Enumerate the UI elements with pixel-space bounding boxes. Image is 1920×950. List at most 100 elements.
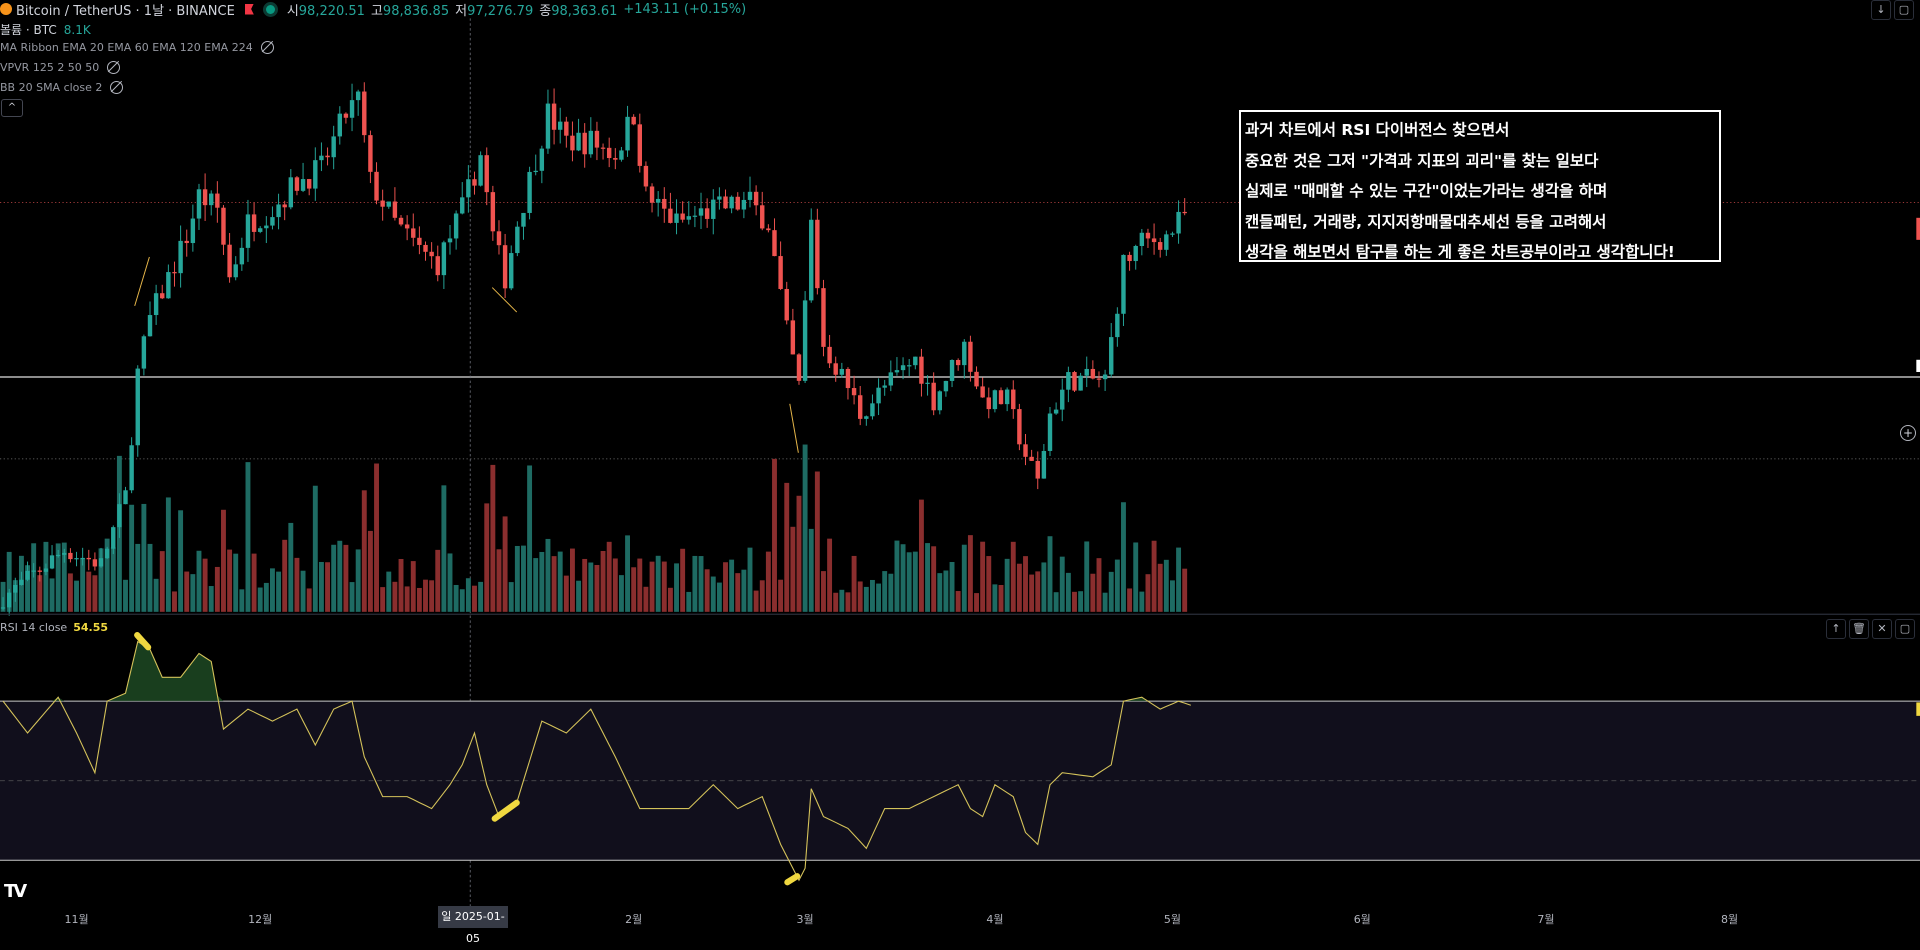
price-marker-white xyxy=(1916,359,1920,372)
candle-body xyxy=(760,205,765,229)
collapse-pane-icon[interactable]: ✕ xyxy=(1872,619,1892,639)
flag-icon[interactable] xyxy=(244,3,254,15)
volume-bar xyxy=(294,557,300,612)
low-label: 저 xyxy=(455,3,468,19)
candle-body xyxy=(662,198,667,209)
candle-body xyxy=(955,360,961,366)
candle-body xyxy=(551,103,557,130)
candle-body xyxy=(772,230,777,257)
volume-bar xyxy=(98,548,104,612)
volume-bar xyxy=(894,540,900,612)
candle-body xyxy=(92,559,98,567)
candle-body xyxy=(527,171,532,213)
candle-body xyxy=(147,315,153,337)
volume-bar xyxy=(1065,572,1071,612)
candle-body xyxy=(680,213,685,220)
volume-bar xyxy=(918,499,924,612)
volume-bar xyxy=(1016,563,1022,612)
trash-icon[interactable]: 🗑 xyxy=(1849,619,1869,639)
candle-body xyxy=(172,272,177,274)
candle-body xyxy=(496,231,502,246)
candle-body xyxy=(649,186,655,203)
volume-bar xyxy=(967,535,973,612)
volume-bar xyxy=(459,589,465,612)
volume-bar xyxy=(484,503,490,612)
move-up-icon[interactable]: ↑ xyxy=(1826,619,1846,639)
candle-body xyxy=(6,592,12,608)
collapse-indicators-button[interactable]: ^ xyxy=(1,99,23,117)
indicator-vpvr[interactable]: VPVR 125 2 50 50 xyxy=(0,61,121,74)
scroll-down-icon[interactable]: ↓ xyxy=(1871,0,1891,20)
volume-bar xyxy=(980,541,986,612)
volume-bar xyxy=(1133,542,1139,612)
volume-bar xyxy=(961,544,967,612)
volume-bar xyxy=(80,558,86,612)
candle-body xyxy=(968,341,973,372)
candle-body xyxy=(778,256,783,289)
candle-body xyxy=(1127,254,1132,262)
volume-bar xyxy=(618,575,624,612)
volume-bar xyxy=(478,581,484,612)
volume-bar xyxy=(104,538,110,612)
volume-bar xyxy=(955,591,961,612)
eye-hidden-icon[interactable] xyxy=(107,61,121,74)
indicator-volume[interactable]: 볼륨 · BTC 8.1K xyxy=(0,21,91,38)
volume-bar xyxy=(1041,562,1047,612)
volume-bar xyxy=(1010,541,1016,612)
candle-body xyxy=(1182,211,1187,214)
volume-bar xyxy=(123,579,128,612)
candle-body xyxy=(472,179,477,186)
volume-bar xyxy=(790,526,796,612)
candle-body xyxy=(251,214,257,232)
eye-hidden-icon[interactable] xyxy=(260,41,274,54)
volume-bar xyxy=(129,504,135,612)
candle-body xyxy=(215,193,220,208)
candle-body xyxy=(1139,232,1145,246)
candle-body xyxy=(1041,450,1047,479)
price-chart[interactable] xyxy=(0,0,1920,930)
volume-bar xyxy=(227,549,233,612)
candle-body xyxy=(233,264,238,278)
volume-bar xyxy=(704,569,710,612)
volume-bar xyxy=(649,561,655,612)
volume-bar xyxy=(765,551,771,612)
candle-body xyxy=(588,130,594,155)
candle-body xyxy=(386,201,391,207)
volume-bar xyxy=(992,584,998,612)
volume-bar xyxy=(331,544,337,612)
add-price-icon[interactable]: + xyxy=(1900,425,1916,441)
eye-hidden-icon[interactable] xyxy=(110,81,124,94)
volume-bar xyxy=(1090,573,1096,612)
maximize-icon[interactable]: ▢ xyxy=(1894,0,1914,20)
candle-body xyxy=(184,240,189,244)
candle-body xyxy=(509,253,514,289)
volume-bar xyxy=(1121,502,1126,612)
candle-body xyxy=(735,196,740,210)
volume-bar xyxy=(1096,558,1102,612)
volume-bar xyxy=(802,444,808,612)
volume-bar xyxy=(631,567,637,612)
volume-bar xyxy=(925,543,930,612)
candle-body xyxy=(117,504,122,528)
rsi-legend[interactable]: RSI 14 close 54.55 xyxy=(0,621,108,634)
candle-body xyxy=(1053,409,1059,414)
volume-bar xyxy=(172,591,177,612)
rsi-highlights xyxy=(134,632,801,886)
highlighter-stroke xyxy=(134,632,152,651)
indicator-ma-ribbon[interactable]: MA Ribbon EMA 20 EMA 60 EMA 120 EMA 224 xyxy=(0,41,274,54)
volume-bar xyxy=(190,574,196,612)
candle-body xyxy=(355,91,361,101)
maximize-pane-icon[interactable]: ▢ xyxy=(1895,619,1915,639)
volume-bar xyxy=(135,543,141,612)
volume-bar xyxy=(184,571,190,612)
text-note[interactable]: 과거 차트에서 RSI 다이버전스 찾으면서 중요한 것은 그저 "가격과 지표… xyxy=(1239,110,1721,262)
candle-body xyxy=(858,395,863,419)
open-label: 시 xyxy=(286,3,299,19)
symbol-title[interactable]: Bitcoin / TetherUS · 1날 · BINANCE xyxy=(16,3,235,19)
candle-body xyxy=(325,155,330,158)
indicator-bb[interactable]: BB 20 SMA close 2 xyxy=(0,81,124,94)
volume-bar xyxy=(465,578,471,612)
candle-body xyxy=(349,100,355,118)
candle-body xyxy=(1023,444,1028,457)
tradingview-logo[interactable]: TV xyxy=(4,881,27,902)
